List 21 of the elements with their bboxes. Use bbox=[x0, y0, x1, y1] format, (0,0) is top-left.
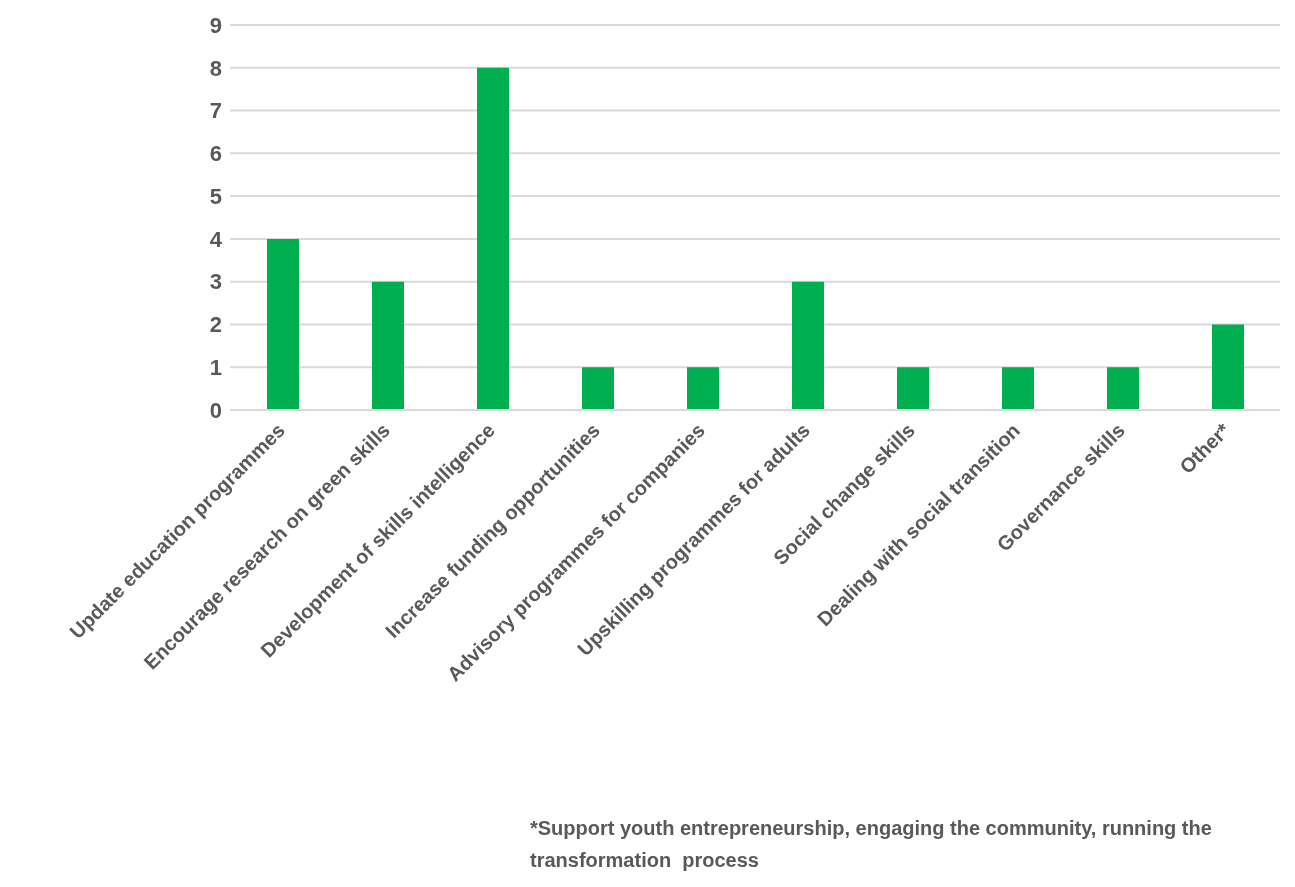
bar bbox=[267, 238, 299, 410]
bar bbox=[1212, 324, 1244, 410]
bar bbox=[1107, 367, 1139, 410]
y-tick-label: 1 bbox=[209, 355, 222, 381]
y-tick-label: 6 bbox=[209, 141, 222, 167]
y-tick-label: 5 bbox=[209, 183, 222, 209]
bar bbox=[1002, 367, 1034, 410]
y-tick-label: 8 bbox=[209, 55, 222, 81]
bar bbox=[897, 367, 929, 410]
bar bbox=[372, 281, 404, 410]
bar bbox=[687, 367, 719, 410]
bar bbox=[582, 367, 614, 410]
bar bbox=[477, 67, 509, 410]
y-tick-label: 2 bbox=[209, 312, 222, 338]
bar bbox=[792, 281, 824, 410]
y-tick-label: 4 bbox=[209, 226, 223, 252]
text: *Support youth entrepreneurship, engaging the community, running the transformation process bbox=[530, 816, 1213, 873]
y-tick-label: 3 bbox=[209, 269, 222, 295]
y-tick-label: 0 bbox=[209, 397, 222, 423]
y-tick-label: 7 bbox=[209, 98, 222, 124]
y-tick-label: 9 bbox=[209, 12, 222, 38]
